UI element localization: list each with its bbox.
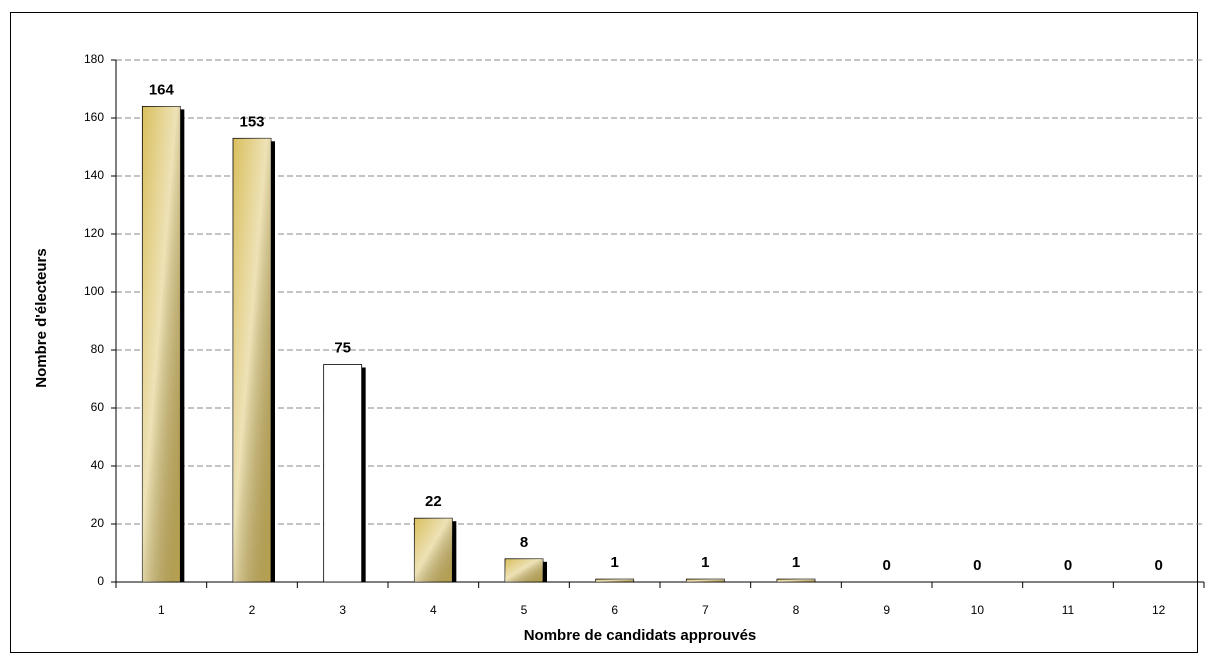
bar-sheen [595, 579, 634, 582]
data-label: 164 [149, 81, 175, 98]
data-label: 0 [1064, 557, 1072, 574]
bar [323, 364, 363, 583]
data-label: 1 [792, 554, 800, 571]
y-tick-label: 180 [84, 52, 104, 66]
y-tick-label: 60 [91, 400, 105, 414]
x-tick-label: 2 [249, 603, 256, 617]
bar-sheen [777, 579, 815, 582]
y-tick-label: 160 [84, 110, 104, 124]
x-tick-label: 12 [1152, 603, 1166, 617]
x-tick-label: 1 [158, 603, 165, 617]
frame [10, 12, 1198, 653]
x-tick-label: 3 [339, 603, 346, 617]
x-tick-label: 9 [883, 603, 890, 617]
data-label: 75 [334, 339, 351, 356]
x-tick-label: 11 [1062, 603, 1075, 617]
y-tick-label: 100 [84, 284, 104, 298]
x-tick-label: 6 [611, 603, 618, 617]
data-label: 153 [239, 113, 264, 130]
data-label: 1 [701, 554, 709, 571]
y-axis-title: Nombre d'électeurs [33, 248, 50, 387]
y-tick-label: 120 [84, 226, 104, 240]
x-tick-label: 8 [793, 603, 800, 617]
data-label: 0 [882, 557, 890, 574]
y-tick-label: 40 [91, 458, 105, 472]
bar-sheen [414, 518, 453, 582]
x-tick-label: 4 [430, 603, 437, 617]
data-label: 22 [425, 493, 442, 510]
data-label: 0 [973, 557, 981, 574]
bar-sheen [142, 106, 181, 583]
data-label: 1 [610, 554, 618, 571]
bar-sheen [505, 558, 543, 582]
y-tick-label: 140 [84, 168, 104, 182]
bar-sheen [686, 579, 725, 582]
x-tick-label: 10 [971, 603, 985, 617]
data-label: 8 [520, 534, 528, 551]
y-tick-label: 80 [91, 342, 105, 356]
x-tick-label: 5 [521, 603, 528, 617]
x-tick-label: 7 [702, 603, 709, 617]
data-label: 0 [1154, 557, 1162, 574]
y-tick-label: 20 [91, 516, 105, 530]
x-axis-title: Nombre de candidats approuvés [524, 627, 757, 644]
bar-sheen [233, 138, 271, 583]
y-tick-label: 0 [97, 574, 104, 588]
